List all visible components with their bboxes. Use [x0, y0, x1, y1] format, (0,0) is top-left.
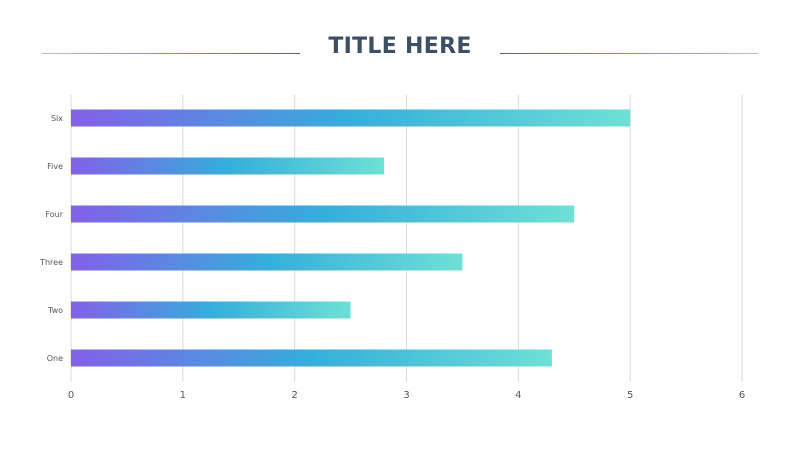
bar-two	[71, 301, 351, 319]
bar-six	[71, 109, 631, 127]
category-label-two: Two	[47, 306, 63, 315]
gridlines	[70, 95, 743, 382]
bar-four	[71, 205, 575, 223]
x-tick-label: 6	[739, 390, 745, 401]
x-tick-label: 5	[627, 390, 633, 401]
bar-three	[71, 253, 463, 271]
x-tick-label: 3	[403, 390, 409, 401]
category-label-five: Five	[47, 162, 63, 171]
x-tick-label: 4	[515, 390, 521, 401]
x-tick-label: 2	[291, 390, 297, 401]
category-label-six: Six	[51, 114, 63, 123]
bar-one	[71, 349, 552, 367]
x-tick-label: 0	[68, 390, 74, 401]
chart-title: TITLE HERE	[328, 34, 472, 59]
y-axis-categories: One Two Three Four Five Six	[39, 114, 64, 363]
category-label-three: Three	[39, 258, 63, 267]
title-rule-left	[42, 53, 300, 54]
category-label-four: Four	[45, 210, 63, 219]
category-label-one: One	[47, 354, 63, 363]
bars	[71, 109, 631, 367]
bar-five	[71, 157, 385, 175]
x-tick-label: 1	[180, 390, 186, 401]
x-axis-ticks: 0 1 2 3 4 5 6	[68, 390, 745, 401]
title-rule-right	[500, 53, 758, 54]
